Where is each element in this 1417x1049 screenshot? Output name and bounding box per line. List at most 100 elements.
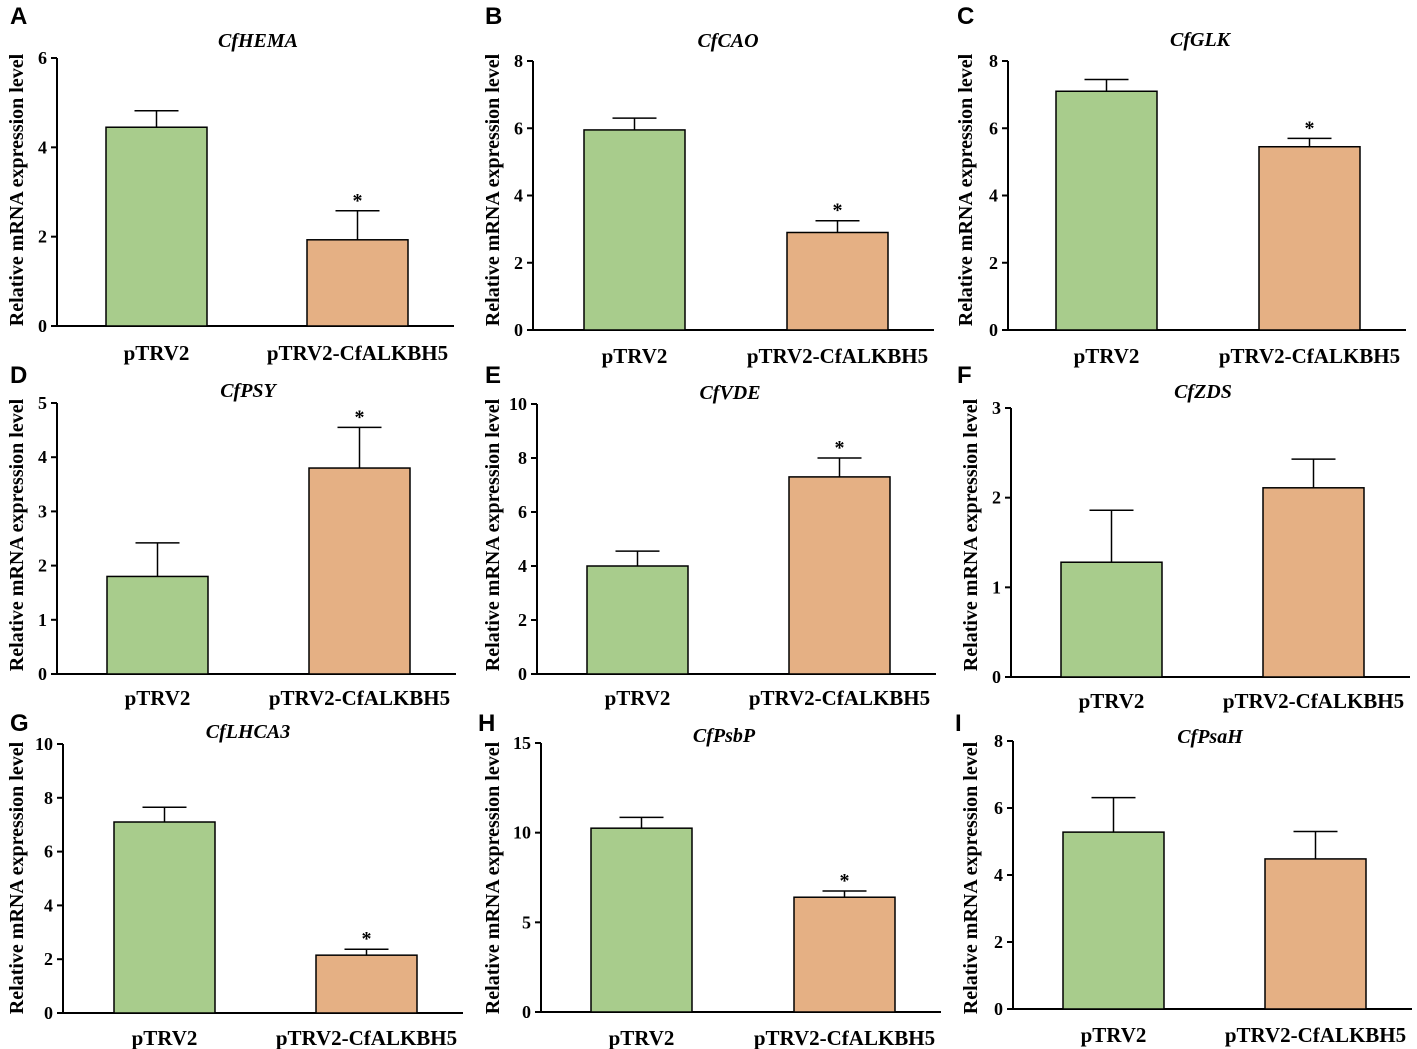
chart-title: CfPsbP bbox=[693, 725, 756, 747]
y-axis-label: Relative mRNA expression level bbox=[6, 53, 28, 326]
x-category-label: pTRV2 bbox=[125, 686, 191, 710]
panel-letter: F bbox=[957, 362, 972, 389]
x-category-label: pTRV2 bbox=[605, 686, 671, 710]
bar-treatment bbox=[788, 476, 891, 675]
y-tick-label: 0 bbox=[44, 1003, 53, 1023]
x-category-label: pTRV2-CfALKBH5 bbox=[267, 341, 448, 365]
x-category-label: pTRV2-CfALKBH5 bbox=[1219, 344, 1400, 368]
y-tick-label: 1 bbox=[38, 610, 47, 630]
chart-panel-i: I CfPsaH Relative mRNA expression level 0 2 4… bbox=[955, 710, 1412, 1047]
panel-letter: C bbox=[957, 3, 974, 30]
bar-treatment bbox=[793, 896, 896, 1013]
y-tick-label: 0 bbox=[522, 1002, 531, 1022]
chart-title: CfLHCA3 bbox=[206, 721, 290, 743]
bar-control bbox=[1055, 90, 1158, 331]
bar-control bbox=[1060, 561, 1163, 678]
panel-letter: A bbox=[10, 3, 27, 30]
y-tick-label: 0 bbox=[994, 999, 1003, 1019]
chart-title: CfPSY bbox=[220, 380, 277, 402]
y-tick-label: 8 bbox=[989, 51, 998, 71]
x-category-label: pTRV2-CfALKBH5 bbox=[269, 686, 450, 710]
y-axis-label: Relative mRNA expression level bbox=[482, 53, 504, 326]
chart-panel-f: F CfZDS Relative mRNA expression level 0 1 2 3… bbox=[957, 362, 1410, 713]
x-category-label: pTRV2 bbox=[1079, 689, 1145, 713]
x-category-label: pTRV2-CfALKBH5 bbox=[1225, 1023, 1406, 1047]
y-tick-label: 6 bbox=[38, 48, 47, 68]
chart-title: CfVDE bbox=[699, 382, 760, 404]
y-tick-label: 10 bbox=[509, 394, 527, 414]
x-category-label: pTRV2-CfALKBH5 bbox=[749, 686, 930, 710]
x-category-label: pTRV2 bbox=[609, 1026, 675, 1049]
x-category-label: pTRV2-CfALKBH5 bbox=[276, 1026, 457, 1049]
significance-marker: * bbox=[840, 870, 850, 892]
y-tick-label: 2 bbox=[38, 556, 47, 576]
y-tick-label: 6 bbox=[518, 502, 527, 522]
chart-title: CfGLK bbox=[1170, 29, 1232, 51]
y-tick-label: 2 bbox=[38, 227, 47, 247]
chart-title: CfHEMA bbox=[218, 30, 298, 52]
y-tick-label: 6 bbox=[989, 118, 998, 138]
y-tick-label: 5 bbox=[522, 912, 531, 932]
y-tick-label: 4 bbox=[38, 447, 47, 467]
y-tick-label: 0 bbox=[514, 320, 523, 340]
x-category-label: pTRV2-CfALKBH5 bbox=[1223, 689, 1404, 713]
bar-treatment bbox=[315, 954, 418, 1014]
panel-letter: E bbox=[485, 362, 501, 389]
significance-marker: * bbox=[1305, 117, 1315, 139]
chart-title: CfZDS bbox=[1174, 381, 1232, 403]
y-tick-label: 3 bbox=[992, 398, 1001, 418]
bar-control bbox=[583, 129, 686, 331]
y-tick-label: 3 bbox=[38, 501, 47, 521]
chart-panel-e: E CfVDE Relative mRNA expression level 0 2 4 6… bbox=[482, 362, 936, 710]
chart-panel-d: D CfPSY Relative mRNA expression level 0 1 2 3… bbox=[6, 362, 456, 710]
y-tick-label: 15 bbox=[513, 733, 531, 753]
x-category-label: pTRV2-CfALKBH5 bbox=[754, 1026, 935, 1049]
bar-control bbox=[1062, 831, 1165, 1010]
y-tick-label: 4 bbox=[518, 556, 527, 576]
panel-letter: D bbox=[10, 362, 27, 389]
y-tick-label: 8 bbox=[44, 788, 53, 808]
y-tick-label: 0 bbox=[38, 664, 47, 684]
y-tick-label: 2 bbox=[989, 253, 998, 273]
chart-panel-a: A CfHEMA Relative mRNA expression level 0 2 4… bbox=[6, 3, 454, 365]
y-tick-label: 10 bbox=[35, 734, 53, 754]
x-category-label: pTRV2 bbox=[602, 344, 668, 368]
significance-marker: * bbox=[362, 928, 372, 950]
bar-treatment bbox=[786, 231, 889, 331]
bar-treatment bbox=[308, 467, 411, 675]
y-axis-label: Relative mRNA expression level bbox=[6, 741, 28, 1014]
y-tick-label: 4 bbox=[989, 186, 998, 206]
y-tick-label: 4 bbox=[38, 137, 47, 157]
chart-title: CfPsaH bbox=[1177, 726, 1244, 748]
chart-panel-g: G CfLHCA3 Relative mRNA expression level 0 2… bbox=[6, 710, 463, 1049]
bar-control bbox=[105, 126, 208, 327]
y-axis-label: Relative mRNA expression level bbox=[960, 741, 982, 1014]
y-tick-label: 6 bbox=[994, 798, 1003, 818]
x-category-label: pTRV2-CfALKBH5 bbox=[747, 344, 928, 368]
chart-title: CfCAO bbox=[697, 30, 758, 52]
x-category-label: pTRV2 bbox=[1081, 1023, 1147, 1047]
bar-treatment bbox=[1258, 145, 1361, 331]
chart-panel-b: B CfCAO Relative mRNA expression level 0 2 4 6… bbox=[482, 3, 934, 368]
bar-control bbox=[590, 827, 693, 1013]
x-category-label: pTRV2 bbox=[132, 1026, 198, 1049]
panel-letter: I bbox=[955, 710, 962, 737]
bar-control bbox=[106, 575, 209, 675]
panel-letter: H bbox=[478, 710, 495, 737]
y-tick-label: 0 bbox=[989, 320, 998, 340]
y-tick-label: 8 bbox=[518, 448, 527, 468]
y-tick-label: 6 bbox=[514, 118, 523, 138]
y-tick-label: 2 bbox=[518, 610, 527, 630]
y-tick-label: 0 bbox=[992, 667, 1001, 687]
y-axis-label: Relative mRNA expression level bbox=[482, 741, 504, 1014]
x-category-label: pTRV2 bbox=[124, 341, 190, 365]
y-tick-label: 0 bbox=[38, 316, 47, 336]
bar-control bbox=[586, 565, 689, 675]
y-tick-label: 1 bbox=[992, 577, 1001, 597]
y-tick-label: 8 bbox=[514, 51, 523, 71]
y-tick-label: 8 bbox=[994, 731, 1003, 751]
y-axis-label: Relative mRNA expression level bbox=[955, 53, 977, 326]
y-tick-label: 4 bbox=[994, 865, 1003, 885]
y-tick-label: 2 bbox=[992, 488, 1001, 508]
